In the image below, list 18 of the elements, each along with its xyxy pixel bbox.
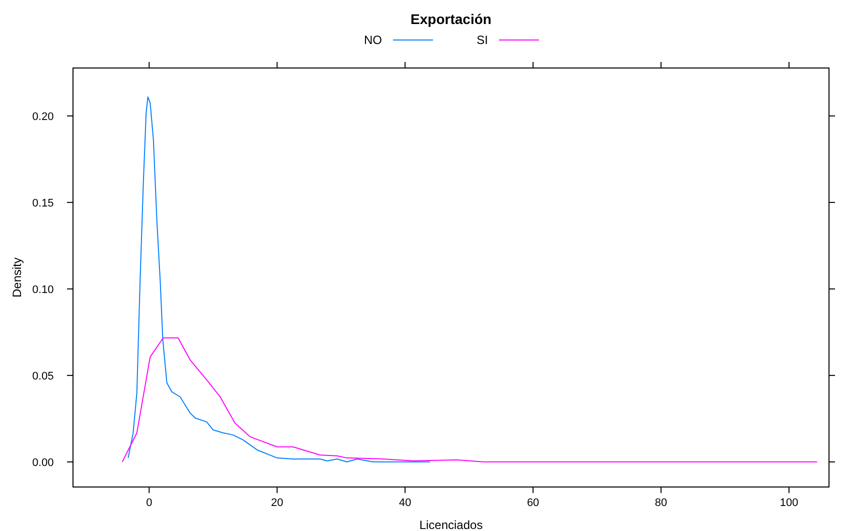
line-series [122, 337, 818, 462]
x-tick-label: 40 [398, 497, 412, 509]
x-axis-title: Licenciados [419, 518, 483, 531]
x-tick-label: 80 [654, 497, 668, 509]
y-tick-label: 0.05 [32, 370, 54, 382]
y-tick-label: 0.15 [32, 197, 54, 210]
x-tick-label: 60 [526, 497, 540, 509]
x-tick-label: 100 [780, 497, 798, 509]
legend-label: SI [476, 33, 488, 47]
y-tick-label: 0.10 [32, 284, 54, 296]
y-axis-title: Density [10, 257, 24, 298]
y-tick-label: 0.00 [32, 456, 54, 469]
legend-title: Exportación [410, 11, 492, 27]
y-tick-label: 0.20 [32, 110, 54, 123]
legend-label: NO [364, 33, 382, 47]
x-tick-label: 20 [270, 497, 284, 509]
line-series [128, 96, 431, 462]
x-tick-label: 0 [146, 497, 152, 509]
